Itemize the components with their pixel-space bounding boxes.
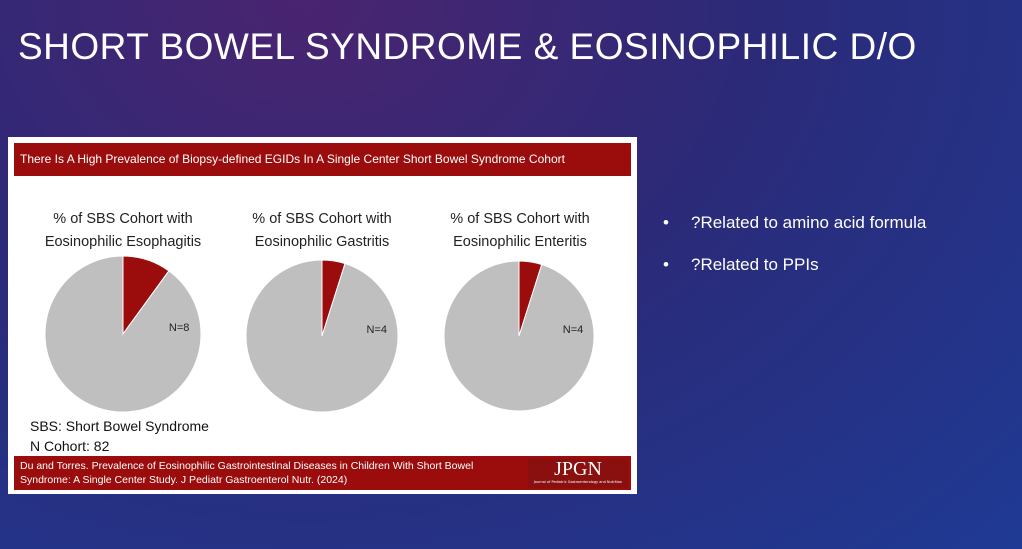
banner: There Is A High Prevalence of Biopsy-def…: [14, 143, 631, 176]
slide-title: SHORT BOWEL SYNDROME & EOSINOPHILIC D/O: [18, 26, 917, 67]
pie-slice: [443, 260, 595, 412]
logo-subtitle: Journal of Pediatric Gastroenterology an…: [533, 480, 623, 484]
bullet: • ?Related to amino acid formula: [663, 213, 927, 232]
pie-slice: [245, 259, 399, 413]
bullet-text: ?Related to PPIs: [691, 255, 819, 274]
pie-slice: [44, 255, 202, 413]
note: SBS: Short Bowel Syndrome: [30, 418, 209, 434]
bullet-text: ?Related to amino acid formula: [691, 213, 927, 232]
logo: JPGN Journal of Pediatric Gastroenterolo…: [528, 459, 628, 488]
logo-name: JPGN: [554, 458, 602, 480]
citation: Du and Torres. Prevalence of Eosinophili…: [20, 460, 474, 486]
note: N Cohort: 82: [30, 438, 110, 454]
annotation: N=4: [366, 324, 387, 336]
bullet: • ?Related to PPIs: [663, 255, 819, 274]
pie-title: % of SBS Cohort with Eosinophilic Gastri…: [252, 211, 392, 250]
pie-title: % of SBS Cohort with Eosinophilic Esopha…: [44, 211, 202, 250]
annotation: N=4: [563, 324, 584, 336]
annotation: N=8: [169, 322, 190, 334]
pie-title: % of SBS Cohort with Eosinophilic Enteri…: [450, 211, 590, 250]
